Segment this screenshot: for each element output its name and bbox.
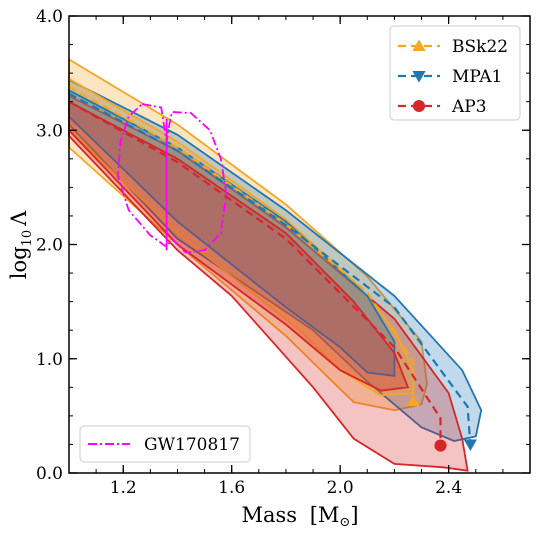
y-tick-label: 0.0 — [36, 464, 63, 484]
legend-marker-mpa1 — [412, 71, 426, 83]
gw170817-contour — [116, 103, 228, 254]
y-axis-label: log — [7, 246, 31, 279]
y-axis-title: log10 Λ — [7, 210, 35, 279]
endpoint-marker-mpa1 — [463, 439, 477, 452]
x-tick-label: 1.2 — [110, 478, 137, 498]
center-line-ap3 — [68, 100, 442, 446]
x-axis-unit-symbol: ⊙ — [339, 515, 350, 530]
region-outer-ap3 — [68, 94, 469, 472]
x-axis-label: Mass — [241, 503, 297, 527]
legend-marker-bsk22 — [412, 39, 426, 51]
y-tick-label: 4.0 — [36, 7, 63, 27]
region-inner-bsk22 — [68, 77, 415, 397]
region-outer-mpa1 — [68, 78, 483, 442]
tick-labels: 1.2 1.6 2.0 2.4 0.0 1.0 2.0 3.0 4.0 — [36, 7, 462, 498]
region-inner-ap3 — [68, 100, 410, 392]
x-tick-label: 2.0 — [327, 478, 354, 498]
endpoint-marker-ap3 — [434, 439, 447, 452]
gw170817-outer-contour — [116, 103, 228, 254]
endpoint-markers — [406, 394, 477, 452]
region-inner-mpa1 — [68, 88, 396, 377]
legend-upper: BSk22 MPA1 AP3 — [389, 25, 521, 121]
legend-label-mpa1: MPA1 — [452, 67, 502, 87]
y-axis-symbol: Λ — [7, 210, 31, 227]
legend-lower: GW170817 — [79, 425, 251, 463]
axis-ticks — [68, 15, 531, 474]
y-axis-subscript: 10 — [20, 230, 35, 247]
x-tick-label: 1.6 — [218, 478, 245, 498]
region-outer-bsk22 — [68, 57, 428, 412]
y-tick-label: 3.0 — [36, 121, 63, 141]
legend-lower-box — [79, 425, 251, 463]
endpoint-marker-bsk22 — [406, 394, 420, 406]
x-axis-unit-close: ] — [350, 503, 358, 527]
legend-label-gw170817: GW170817 — [144, 435, 240, 455]
y-tick-label: 1.0 — [36, 350, 63, 370]
center-lines — [68, 85, 472, 446]
legend-label-bsk22: BSk22 — [452, 37, 508, 57]
x-axis-unit: [M — [310, 503, 340, 527]
x-axis-title: Mass [M⊙] — [241, 503, 358, 530]
y-tick-label: 2.0 — [36, 236, 63, 256]
legend-marker-ap3 — [412, 99, 426, 113]
legend-label-ap3: AP3 — [451, 97, 487, 117]
x-tick-label: 2.4 — [435, 478, 462, 498]
posterior-regions — [68, 57, 483, 472]
